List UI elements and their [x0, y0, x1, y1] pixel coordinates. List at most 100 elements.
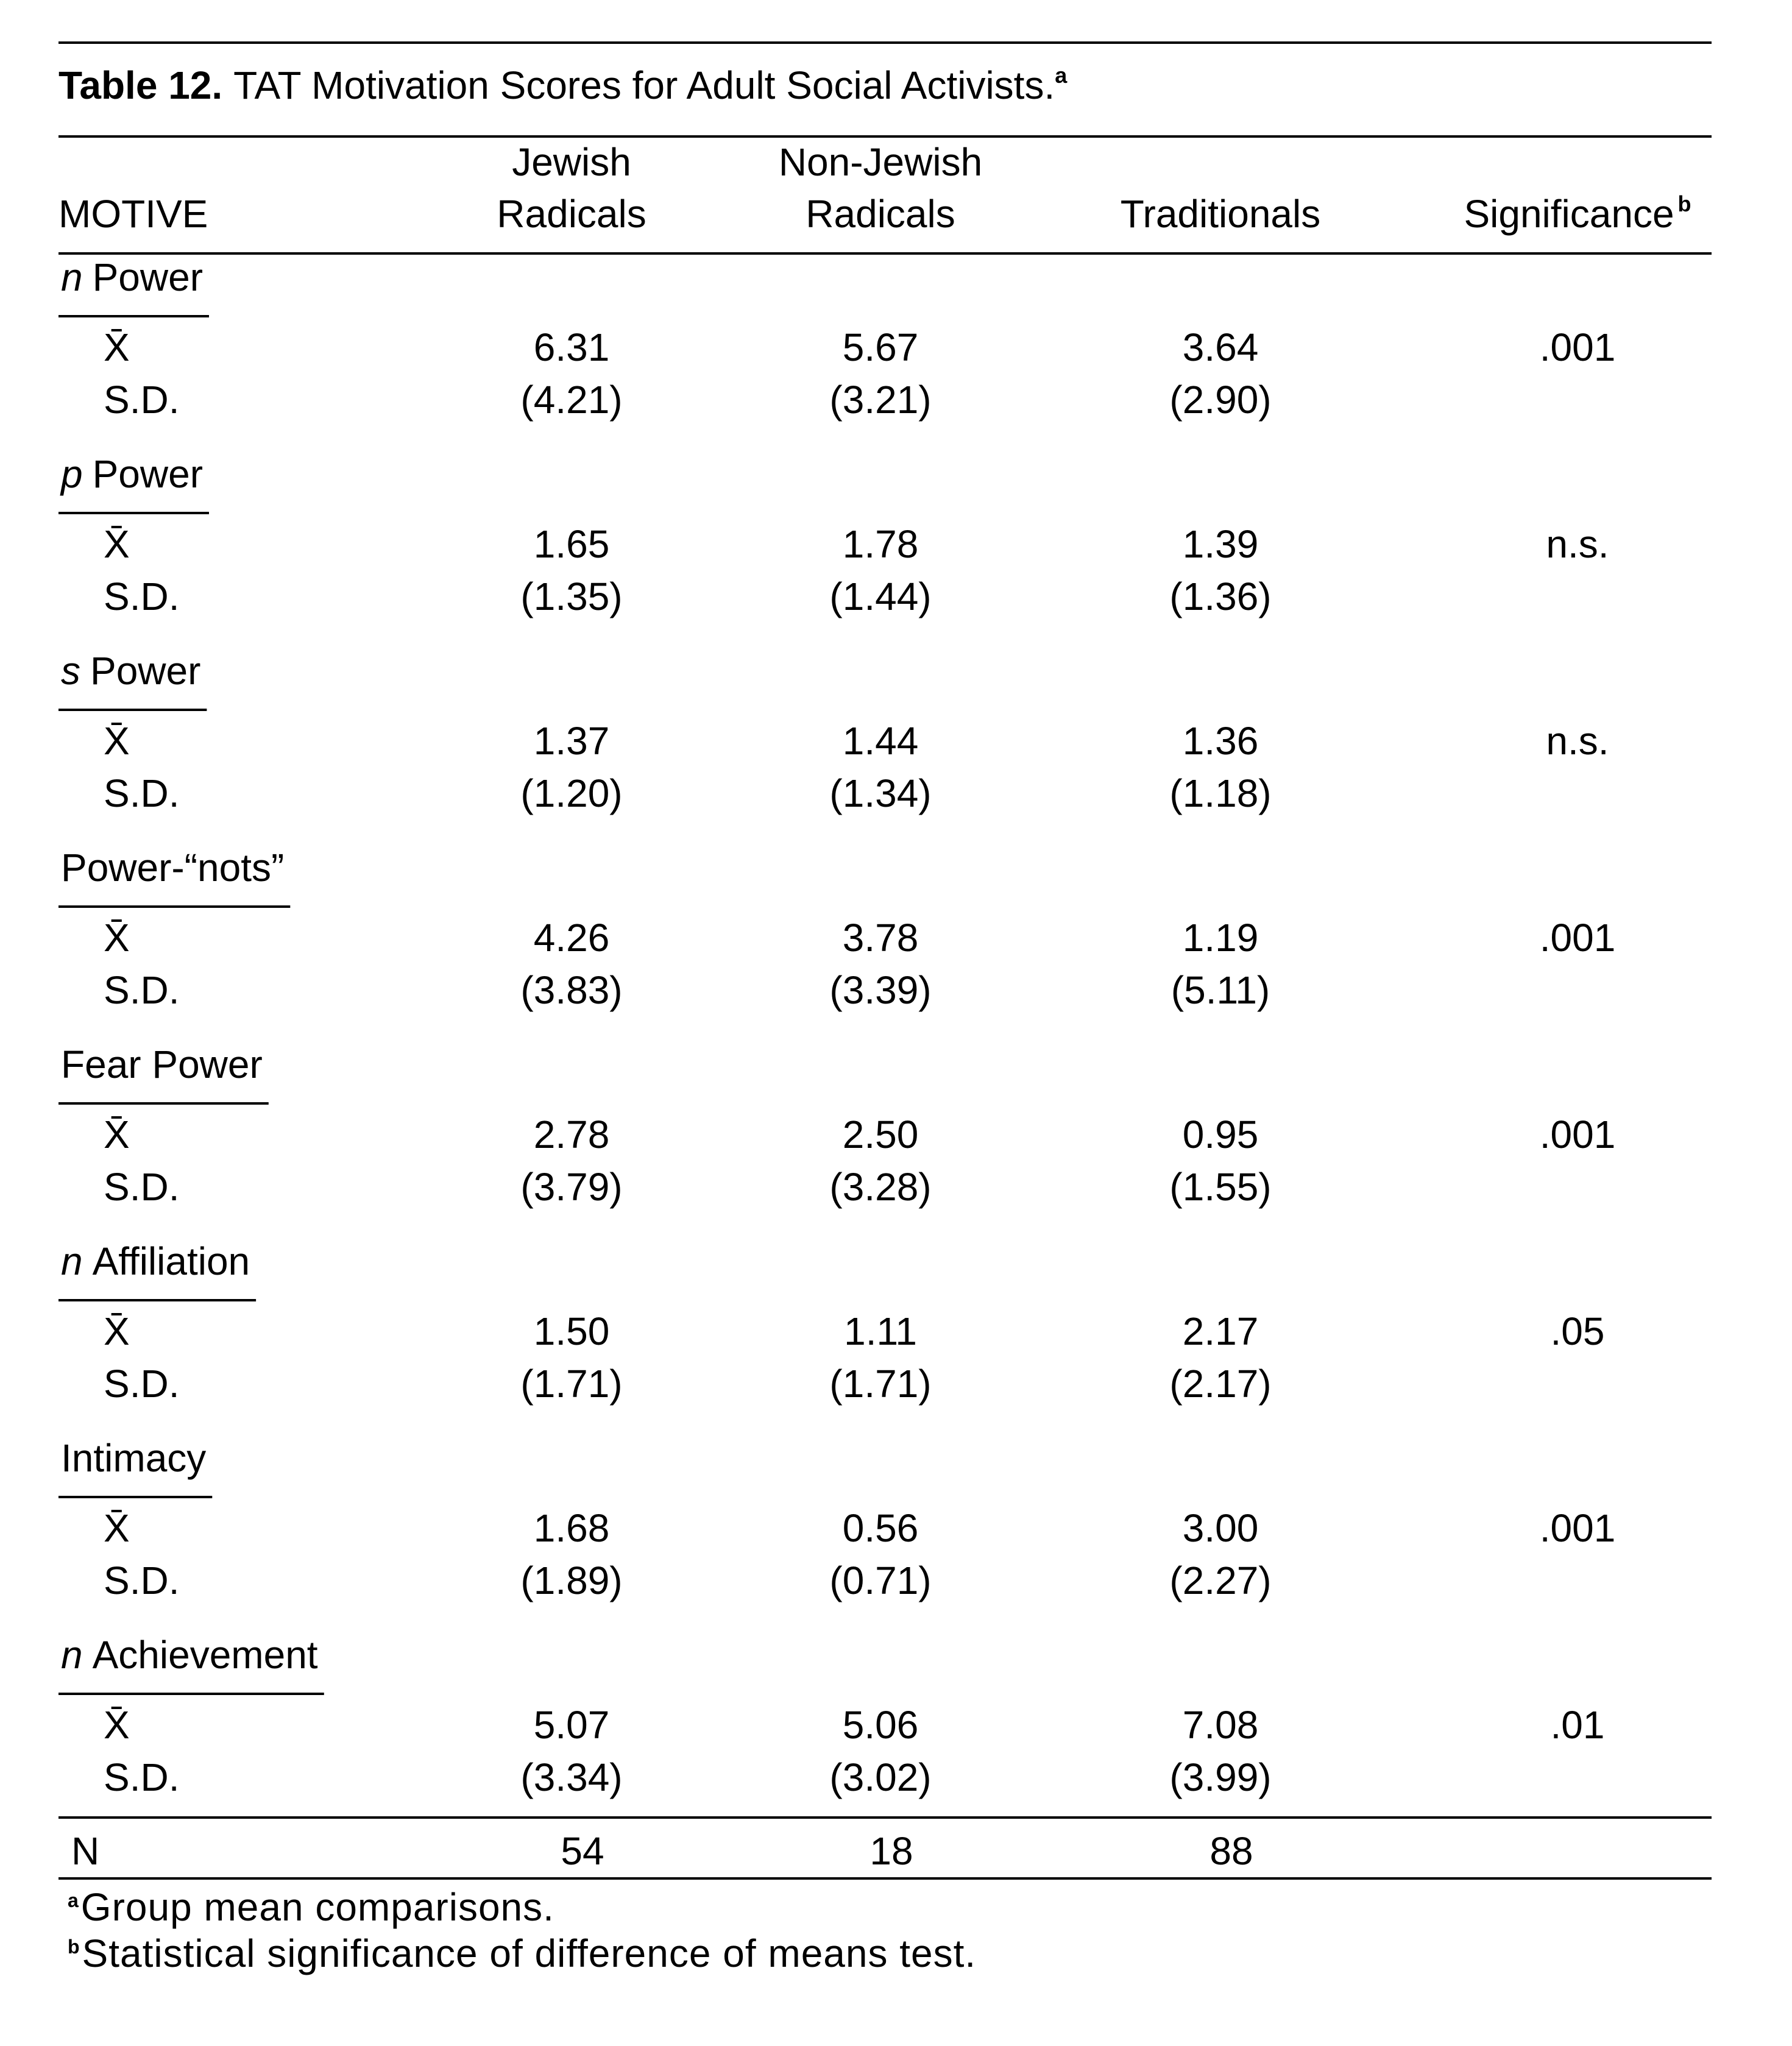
motive-name: Fear Power [61, 1042, 263, 1086]
sd-label: S.D. [104, 575, 179, 618]
mean-label: X̄ [104, 1113, 130, 1156]
sd-label: S.D. [104, 1362, 179, 1406]
sd-value: (1.55) [1169, 1165, 1271, 1209]
column-header: Significance b [1464, 191, 1691, 236]
footnote-text: Statistical significance of difference o… [82, 1931, 977, 1975]
mean-value: 7.08 [1183, 1703, 1259, 1747]
footnote: aGroup mean comparisons. [68, 1885, 554, 1929]
sd-value: (1.34) [829, 771, 931, 815]
significance-value: .01 [1551, 1703, 1605, 1747]
sd-value: (3.99) [1169, 1755, 1271, 1799]
sd-value: (3.39) [829, 968, 931, 1012]
title-label: Table 12. [58, 63, 222, 107]
mean-value: 1.37 [534, 719, 610, 763]
motive-label: p Power [60, 452, 203, 496]
column-header: Non-Jewish [779, 140, 982, 184]
motive-prefix: n [61, 255, 83, 299]
column-header-text: Radicals [806, 192, 955, 236]
mean-value: 0.95 [1183, 1113, 1259, 1156]
sd-value: (3.34) [520, 1755, 622, 1799]
footnote-text: Group mean comparisons. [81, 1885, 554, 1929]
sd-value: (0.71) [829, 1559, 931, 1602]
mean-value: 2.17 [1183, 1309, 1259, 1353]
mean-value: 1.19 [1183, 916, 1259, 960]
mean-value: 6.31 [534, 325, 610, 369]
sd-value: (2.17) [1169, 1362, 1271, 1406]
sd-label: S.D. [104, 378, 179, 422]
motive-label: n Achievement [61, 1633, 318, 1677]
motive-name: Power [90, 649, 200, 693]
sd-value: (1.89) [520, 1559, 622, 1602]
n-value: 18 [869, 1829, 913, 1873]
significance-value: .05 [1551, 1309, 1605, 1353]
column-header: Jewish [512, 140, 631, 184]
mean-value: 1.11 [844, 1309, 917, 1353]
mean-value: 5.06 [843, 1703, 919, 1747]
motive-prefix: p [60, 452, 83, 496]
sd-value: (3.21) [829, 378, 931, 422]
column-header-text: Non-Jewish [779, 140, 982, 184]
mean-value: 1.50 [534, 1309, 610, 1353]
motive-name: Power [93, 255, 203, 299]
column-header-text: Significance [1464, 192, 1674, 236]
mean-value: 2.78 [534, 1113, 610, 1156]
significance-value: .001 [1540, 325, 1616, 369]
column-header-text: Radicals [497, 192, 646, 236]
sd-label: S.D. [104, 1559, 179, 1602]
mean-value: 1.78 [843, 522, 919, 566]
mean-value: 3.64 [1183, 325, 1259, 369]
motive-label: n Power [61, 255, 203, 299]
mean-value: 4.26 [534, 916, 610, 960]
mean-value: 1.68 [534, 1506, 610, 1550]
significance-value: .001 [1540, 1506, 1616, 1550]
table-title: Table 12. TAT Motivation Scores for Adult… [58, 63, 1068, 107]
header-note: b [1678, 191, 1691, 216]
motive-label: Intimacy [61, 1436, 206, 1480]
column-header-text: MOTIVE [58, 192, 208, 236]
title-note: a [1055, 63, 1068, 88]
mean-value: 3.78 [843, 916, 919, 960]
footnote-mark: b [68, 1936, 80, 1958]
significance-value: .001 [1540, 1113, 1616, 1156]
mean-value: 5.67 [843, 325, 919, 369]
column-header: Radicals [806, 192, 955, 236]
column-header: Radicals [497, 192, 646, 236]
mean-value: 0.56 [843, 1506, 919, 1550]
n-value: 54 [561, 1829, 604, 1873]
mean-value: 1.36 [1183, 719, 1259, 763]
motive-name: Intimacy [61, 1436, 206, 1480]
sd-value: (1.71) [829, 1362, 931, 1406]
motive-prefix: n [61, 1633, 83, 1677]
sd-value: (1.71) [520, 1362, 622, 1406]
significance-value: n.s. [1546, 522, 1609, 566]
footnote-mark: a [68, 1889, 79, 1911]
sd-label: S.D. [104, 1755, 179, 1799]
sd-value: (1.18) [1169, 771, 1271, 815]
significance-value: .001 [1540, 916, 1616, 960]
title-text: TAT Motivation Scores for Adult Social A… [233, 63, 1055, 107]
sd-value: (1.36) [1169, 575, 1271, 618]
sd-value: (3.79) [520, 1165, 622, 1209]
mean-value: 1.65 [534, 522, 610, 566]
mean-value: 3.00 [1183, 1506, 1259, 1550]
sd-value: (3.83) [520, 968, 622, 1012]
sd-value: (1.20) [520, 771, 622, 815]
motive-name: Affiliation [93, 1239, 250, 1283]
sd-label: S.D. [104, 1165, 179, 1209]
sd-value: (4.21) [520, 378, 622, 422]
sd-value: (2.90) [1169, 378, 1271, 422]
motive-name: Power-“nots” [61, 846, 284, 890]
motive-prefix: s [61, 649, 80, 693]
motive-name: Achievement [93, 1633, 318, 1677]
column-header-text: Jewish [512, 140, 631, 184]
sd-label: S.D. [104, 968, 179, 1012]
column-header: Traditionals [1121, 192, 1320, 236]
sd-value: (1.44) [829, 575, 931, 618]
mean-value: 1.39 [1183, 522, 1259, 566]
sd-value: (3.02) [829, 1755, 931, 1799]
motive-label: s Power [61, 649, 200, 693]
n-label: N [71, 1829, 99, 1873]
motive-prefix: n [61, 1239, 83, 1283]
motive-label: Fear Power [61, 1042, 263, 1086]
motive-name: Power [93, 452, 203, 496]
